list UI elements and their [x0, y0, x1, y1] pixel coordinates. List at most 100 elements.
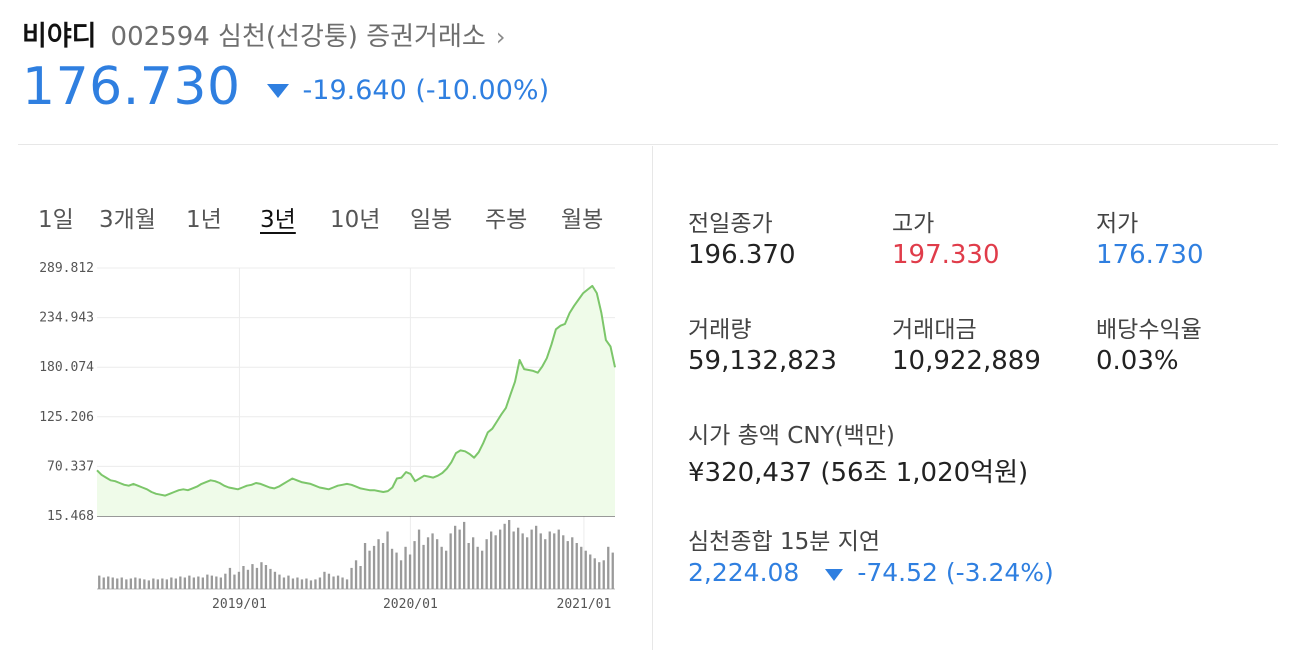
down-arrow-icon — [266, 84, 289, 98]
market-cap-value: ¥320,437 (56조 1,020억원) — [688, 458, 1029, 488]
volume-bar — [476, 546, 479, 589]
volume-bar — [174, 578, 177, 589]
volume-bar — [215, 576, 218, 589]
volume-bar — [508, 520, 511, 589]
volume-bar — [408, 554, 412, 589]
volume-bar — [179, 576, 182, 589]
volume-bar — [237, 571, 241, 590]
volume-bar — [282, 577, 286, 589]
tab-daily-candle[interactable]: 일봉 — [410, 207, 453, 233]
volume-bar — [260, 562, 263, 589]
volume-bar — [422, 544, 425, 589]
tab-3-months[interactable]: 3개월 — [99, 207, 156, 233]
y-axis: 289.812 234.943 180.074 125.206 70.337 15.468 — [39, 261, 94, 524]
volume-bar — [264, 565, 268, 589]
volume-bar — [611, 552, 614, 589]
y-tick-label: 289.812 — [39, 261, 94, 276]
volume-bar — [165, 579, 168, 589]
divider-horizontal — [18, 144, 1278, 145]
volume-bar — [368, 550, 371, 589]
volume-bar — [503, 523, 506, 589]
volume-bar — [431, 533, 434, 589]
volume-bar — [584, 550, 587, 589]
volume-bar — [345, 579, 349, 589]
x-tick-label: 2020/01 — [383, 597, 438, 612]
tab-1-day[interactable]: 1일 — [38, 207, 74, 233]
dividend-label: 배당수익율 — [1096, 317, 1202, 343]
volume-bar — [300, 579, 304, 589]
volume-bar — [359, 566, 362, 589]
volume-bar — [381, 543, 385, 589]
index-row: 2,224.08 -74.52 (-3.24%) — [688, 558, 1054, 587]
stock-exchange-link[interactable]: 002594 심천(선강퉁) 증권거래소 — [110, 22, 486, 52]
volume-bar — [517, 527, 520, 589]
volume-bar — [354, 560, 358, 590]
volume-bar — [467, 543, 470, 589]
index-label: 심천종합 15분 지연 — [688, 529, 881, 555]
y-tick-label: 125.206 — [39, 410, 94, 425]
volume-bar — [206, 574, 209, 589]
volume-bar — [341, 577, 344, 589]
volume-bar — [580, 546, 583, 589]
stock-name: 비야디 — [22, 21, 97, 52]
volume-bar — [183, 577, 186, 589]
volume-bar — [129, 578, 132, 589]
tab-1-year[interactable]: 1년 — [186, 207, 222, 233]
tab-3-years[interactable]: 3년 — [260, 207, 296, 233]
volume-bar — [314, 579, 317, 589]
volume-bar — [530, 529, 533, 589]
prev-close-label: 전일종가 — [688, 211, 773, 237]
y-tick-label: 234.943 — [39, 311, 94, 326]
volume-bar — [458, 529, 461, 589]
volume-bar — [562, 535, 565, 589]
volume-bar — [120, 577, 123, 589]
chevron-right-icon[interactable]: › — [495, 23, 506, 51]
volume-bar — [566, 541, 569, 589]
current-price: 176.730 — [22, 57, 241, 117]
x-axis: 2019/01 2020/01 2021/01 — [212, 597, 611, 612]
volume-bar — [499, 529, 502, 589]
volume-bar — [399, 560, 403, 590]
volume-bar — [143, 579, 146, 589]
volume-bar — [445, 550, 448, 589]
volume-bar — [386, 531, 389, 589]
volume-bar — [363, 543, 367, 589]
volume-bar — [228, 567, 232, 589]
volume-bar — [440, 546, 443, 589]
volume-bar — [598, 562, 601, 589]
price-chart[interactable]: 289.812 234.943 180.074 125.206 70.337 15.468… — [0, 248, 640, 628]
index-value: 2,224.08 — [688, 558, 800, 587]
volume-bar — [553, 533, 556, 589]
volume-bar — [273, 571, 277, 590]
low-value: 176.730 — [1096, 240, 1204, 270]
volume-bar — [233, 574, 236, 589]
volume-bar — [436, 539, 439, 589]
volume-bar — [138, 578, 141, 589]
volume-bar — [557, 529, 560, 589]
volume-bar — [481, 550, 484, 589]
volume-bar — [188, 575, 191, 589]
volume-bar — [269, 568, 272, 589]
volume-bar — [575, 543, 578, 589]
volume-bar — [242, 566, 245, 589]
volume-bar — [156, 579, 159, 589]
volume-bar — [251, 564, 254, 589]
volume-bar — [472, 537, 475, 590]
volume-bar — [210, 575, 213, 589]
tab-weekly-candle[interactable]: 주봉 — [485, 207, 528, 233]
volume-bar — [318, 577, 322, 589]
volume-bar — [201, 577, 204, 589]
volume-bar — [197, 576, 200, 589]
volume-bar — [336, 575, 340, 589]
tab-10-years[interactable]: 10년 — [330, 207, 381, 233]
volume-bar — [278, 574, 281, 589]
volume-bar — [296, 577, 299, 589]
volume-bar — [454, 525, 457, 590]
market-cap-label: 시가 총액 CNY(백만) — [688, 423, 895, 449]
volume-value: 59,132,823 — [688, 346, 837, 376]
volume-bar — [147, 580, 150, 589]
volume-bar — [544, 539, 547, 589]
volume-bar — [539, 533, 542, 589]
tab-monthly-candle[interactable]: 월봉 — [561, 207, 604, 233]
volume-bar — [535, 525, 538, 590]
